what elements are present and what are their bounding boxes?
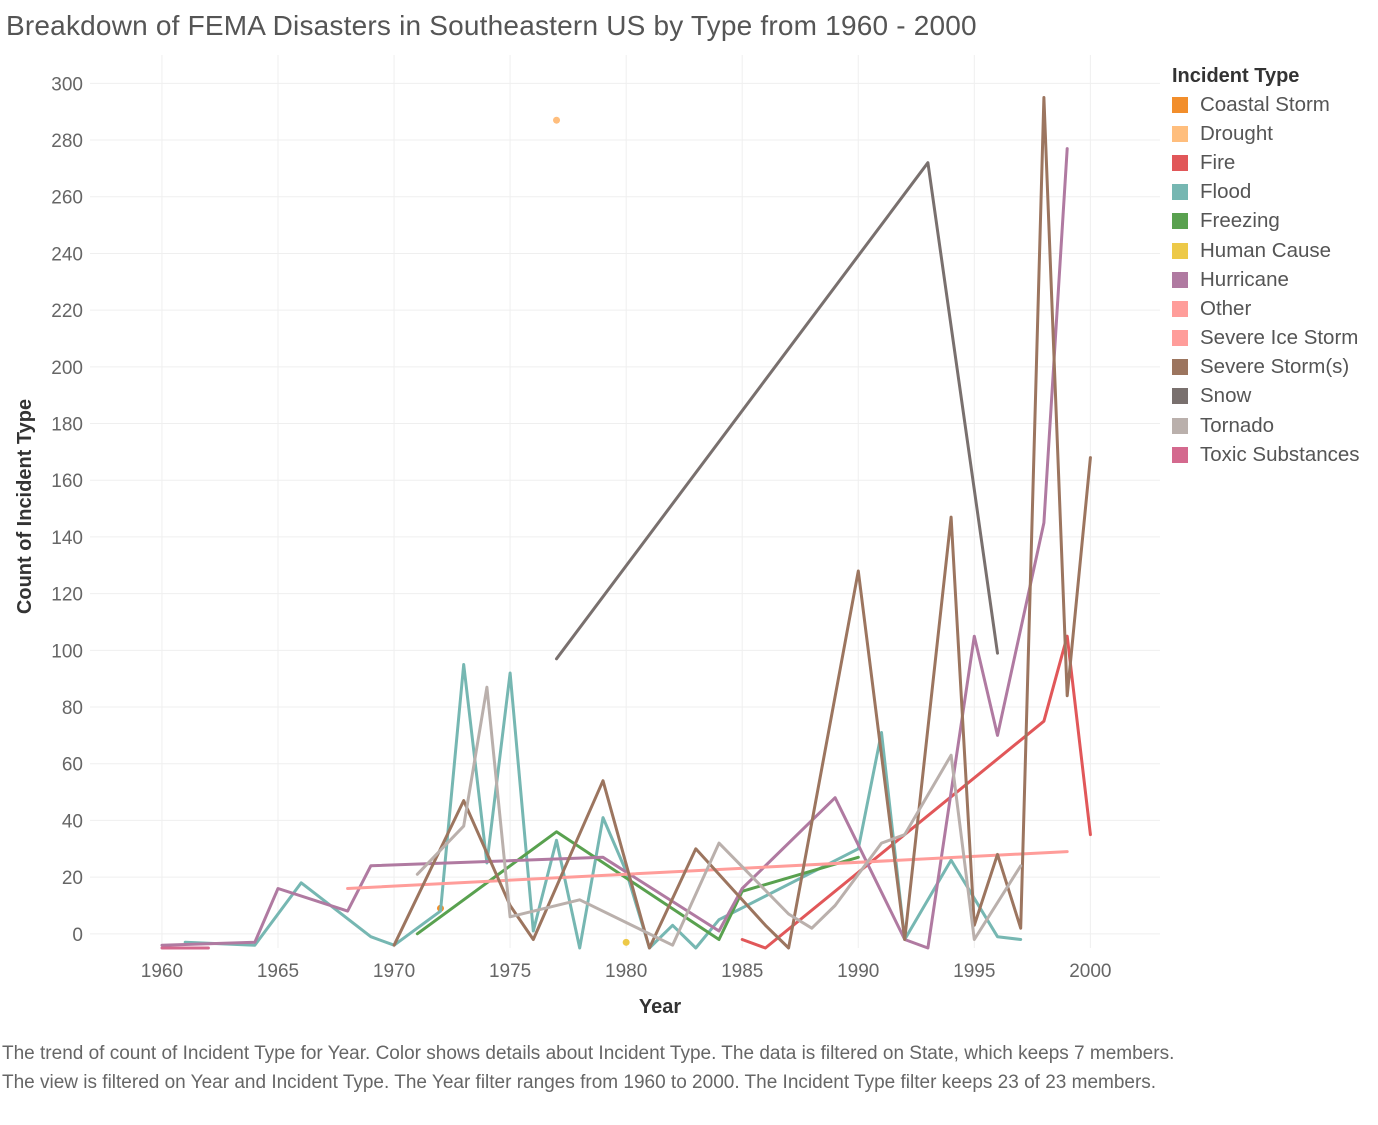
- series-line-fire: [740, 634, 1092, 950]
- legend-swatch-drought: [1172, 125, 1188, 142]
- legend-swatch-human-cause: [1172, 242, 1188, 259]
- legend-label-hurricane: Hurricane: [1200, 267, 1289, 291]
- x-axis-ticks: 1960 1965 1970 1975 1980 1985 1990 1995 2000: [141, 961, 1112, 982]
- y-tick-60: 60: [62, 755, 83, 776]
- x-tick-1965: 1965: [257, 961, 299, 982]
- y-tick-160: 160: [51, 471, 83, 492]
- legend-swatch-hurricane: [1172, 271, 1188, 288]
- legend-label-human-cause: Human Cause: [1200, 238, 1332, 262]
- series-line-snow: [555, 161, 999, 661]
- legend-item-fire: Fire: [1172, 148, 1378, 177]
- legend-item-coastal-storm: Coastal Storm: [1172, 90, 1378, 119]
- legend-swatch-toxic-substances: [1172, 446, 1188, 463]
- legend-label-other: Other: [1200, 296, 1252, 320]
- legend-label-snow: Snow: [1200, 384, 1252, 408]
- y-tick-0: 0: [72, 925, 83, 946]
- y-tick-120: 120: [51, 585, 83, 606]
- legend-swatch-snow: [1172, 388, 1188, 405]
- y-tick-260: 260: [51, 188, 83, 209]
- series-point-drought: [553, 116, 561, 124]
- y-tick-180: 180: [51, 415, 83, 436]
- y-tick-240: 240: [51, 244, 83, 265]
- series-line-hurricane: [160, 147, 1069, 950]
- legend-item-freezing: Freezing: [1172, 207, 1378, 236]
- legend-swatch-severe-ice-storm: [1172, 330, 1188, 347]
- grid-lines: [90, 55, 1160, 948]
- legend-label-coastal-storm: Coastal Storm: [1200, 92, 1330, 116]
- legend-item-severe-ice-storm: Severe Ice Storm: [1172, 324, 1378, 353]
- x-tick-1985: 1985: [721, 961, 763, 982]
- legend-label-flood: Flood: [1200, 180, 1252, 204]
- legend-swatch-coastal-storm: [1172, 96, 1188, 113]
- y-tick-140: 140: [51, 528, 83, 549]
- x-tick-2000: 2000: [1069, 961, 1111, 982]
- x-tick-1960: 1960: [141, 961, 183, 982]
- legend-label-severe-ice-storm: Severe Ice Storm: [1200, 326, 1359, 350]
- legend-items: Coastal Storm Drought Fire Flood Freezing Hum…: [1172, 90, 1378, 469]
- legend-swatch-other: [1172, 300, 1188, 317]
- legend-label-tornado: Tornado: [1200, 413, 1275, 437]
- y-axis-title: Count of Incident Type: [14, 399, 36, 614]
- legend-label-fire: Fire: [1200, 150, 1236, 174]
- legend-item-severe-storm-s: Severe Storm(s): [1172, 353, 1378, 382]
- legend-item-other: Other: [1172, 294, 1378, 323]
- y-tick-220: 220: [51, 301, 83, 322]
- series-line-freezing: [415, 830, 860, 941]
- legend-item-hurricane: Hurricane: [1172, 265, 1378, 294]
- chart-title: Breakdown of FEMA Disasters in Southeast…: [6, 10, 977, 41]
- legend-item-human-cause: Human Cause: [1172, 236, 1378, 265]
- legend-label-drought: Drought: [1200, 121, 1273, 145]
- series-line-severe-storm-s: [392, 96, 1092, 950]
- y-axis-ticks: 0 20 40 60 80 100 120 140 160 180 200 220 240 260 280 3…: [51, 74, 83, 945]
- series-point-human-cause: [622, 938, 630, 946]
- series-lines: [160, 96, 1092, 950]
- line-chart: 1960 1965 1970 1975 1980 1985 1990 1995 2000 0 20…: [14, 55, 1160, 1018]
- y-tick-40: 40: [62, 811, 83, 832]
- legend-item-drought: Drought: [1172, 119, 1378, 148]
- legend-swatch-severe-storm-s: [1172, 359, 1188, 376]
- legend-swatch-fire: [1172, 154, 1188, 171]
- legend-item-tornado: Tornado: [1172, 411, 1378, 440]
- chart-caption: The trend of count of Incident Type for …: [2, 1043, 1175, 1093]
- series-line-tornado: [415, 685, 1023, 947]
- legend-label-toxic-substances: Toxic Substances: [1200, 442, 1360, 466]
- y-tick-200: 200: [51, 358, 83, 379]
- x-tick-1975: 1975: [489, 961, 531, 982]
- y-tick-300: 300: [51, 74, 83, 95]
- legend-title: Incident Type: [1172, 65, 1300, 87]
- x-tick-1990: 1990: [837, 961, 879, 982]
- x-axis-title: Year: [639, 996, 681, 1018]
- x-tick-1980: 1980: [605, 961, 647, 982]
- legend: Incident Type Coastal Storm Drought Fire Fl…: [1172, 62, 1378, 469]
- legend-swatch-freezing: [1172, 213, 1188, 230]
- legend-item-flood: Flood: [1172, 178, 1378, 207]
- legend-swatch-tornado: [1172, 417, 1188, 434]
- legend-label-freezing: Freezing: [1200, 209, 1280, 233]
- y-tick-80: 80: [62, 698, 83, 719]
- legend-swatch-flood: [1172, 184, 1188, 201]
- y-tick-280: 280: [51, 131, 83, 152]
- x-tick-1970: 1970: [373, 961, 415, 982]
- legend-item-snow: Snow: [1172, 382, 1378, 411]
- legend-label-severe-storm-s: Severe Storm(s): [1200, 355, 1350, 379]
- legend-item-toxic-substances: Toxic Substances: [1172, 440, 1378, 469]
- y-tick-20: 20: [62, 868, 83, 889]
- x-tick-1995: 1995: [953, 961, 995, 982]
- series-line-flood: [183, 663, 1023, 950]
- y-tick-100: 100: [51, 641, 83, 662]
